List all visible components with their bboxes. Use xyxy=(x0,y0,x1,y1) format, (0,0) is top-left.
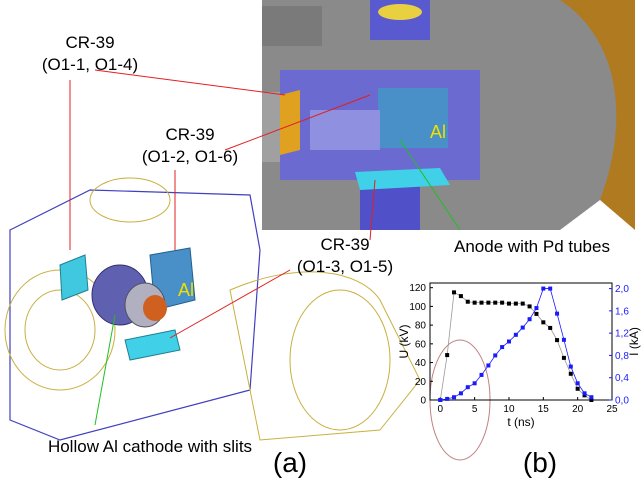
y2-tick-label: 2,0 xyxy=(615,284,629,295)
x-axis-label: t (ns) xyxy=(507,415,534,429)
panel-label: (b) xyxy=(523,447,557,478)
point xyxy=(583,391,587,395)
point xyxy=(569,365,573,369)
plot-frame xyxy=(430,283,612,400)
y-tick-label: 120 xyxy=(409,283,426,294)
y2-tick-label: 1,6 xyxy=(615,306,629,317)
point xyxy=(500,301,504,305)
point xyxy=(562,338,566,342)
point xyxy=(500,345,504,349)
point xyxy=(534,312,538,316)
point xyxy=(576,387,580,391)
point xyxy=(459,294,463,298)
y-tick-label: 20 xyxy=(415,377,427,388)
y-axis-label: U (kV) xyxy=(397,325,411,359)
y2-tick-label: 0,0 xyxy=(615,396,629,407)
point xyxy=(589,395,593,399)
point xyxy=(493,301,497,305)
al-label: Al xyxy=(430,122,446,142)
y-tick-label: 0 xyxy=(420,396,426,407)
y2-tick-label: 0,4 xyxy=(615,373,629,384)
callout-detail: (O1-1, O1-4) xyxy=(42,55,138,74)
point xyxy=(555,312,559,316)
point xyxy=(562,356,566,360)
panel-label: (a) xyxy=(273,447,307,478)
point xyxy=(507,302,511,306)
cathode-label: Hollow Al cathode with slits xyxy=(48,437,252,456)
series-line xyxy=(440,292,591,400)
anode-label: Anode with Pd tubes xyxy=(454,237,610,256)
point xyxy=(452,395,456,399)
point xyxy=(480,373,484,377)
y2-axis-label: I (kA) xyxy=(627,327,641,356)
y-tick-label: 80 xyxy=(415,321,427,332)
point xyxy=(528,304,532,308)
point xyxy=(466,385,470,389)
x-tick-label: 0 xyxy=(438,404,444,415)
y-tick-label: 40 xyxy=(415,358,427,369)
point xyxy=(486,363,490,367)
figure: CR-39 (O1-1, O1-4) CR-39 (O1-2, O1-6) CR… xyxy=(0,0,643,485)
callout-detail: (O1-2, O1-6) xyxy=(142,147,238,166)
point xyxy=(486,301,490,305)
x-tick-label: 15 xyxy=(538,404,550,415)
point xyxy=(473,301,477,305)
y-tick-label: 100 xyxy=(409,302,426,313)
x-tick-label: 10 xyxy=(503,404,515,415)
x-tick-label: 5 xyxy=(472,404,478,415)
point xyxy=(521,302,525,306)
point xyxy=(445,397,449,401)
point xyxy=(576,381,580,385)
callout-title: CR-39 xyxy=(320,235,369,254)
point xyxy=(569,372,573,376)
point xyxy=(493,353,497,357)
point xyxy=(452,290,456,294)
point xyxy=(473,381,477,385)
callout-title: CR-39 xyxy=(165,125,214,144)
point xyxy=(438,398,442,402)
point xyxy=(514,333,518,337)
point xyxy=(466,300,470,304)
point xyxy=(459,391,463,395)
point xyxy=(541,320,545,324)
x-tick-label: 20 xyxy=(572,404,584,415)
point xyxy=(541,287,545,291)
point xyxy=(480,301,484,305)
point xyxy=(555,338,559,342)
point xyxy=(445,353,449,357)
point xyxy=(521,326,525,330)
callout-detail: (O1-3, O1-5) xyxy=(297,257,393,276)
point xyxy=(548,326,552,330)
point xyxy=(548,287,552,291)
point xyxy=(507,340,511,344)
point xyxy=(534,306,538,310)
y-tick-label: 60 xyxy=(415,339,427,350)
point xyxy=(528,317,532,321)
al-label: Al xyxy=(178,280,194,300)
point xyxy=(514,302,518,306)
callout-title: CR-39 xyxy=(65,33,114,52)
